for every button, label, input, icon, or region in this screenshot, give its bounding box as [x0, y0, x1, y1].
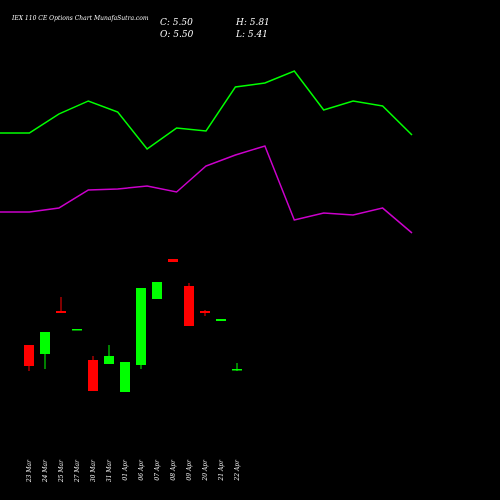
candle-body [232, 369, 242, 371]
high-label: H: 5.81 [235, 18, 270, 28]
candle-body [72, 329, 82, 331]
x-tick-label: 23 Mar [26, 459, 33, 483]
x-tick-label: 24 Mar [42, 459, 49, 483]
x-tick-label: 07 Apr [154, 459, 161, 481]
x-tick-label: 20 Apr [202, 459, 209, 482]
candle-body [184, 286, 194, 326]
close-label: C: 5.50 [160, 18, 193, 28]
x-tick-label: 31 Mar [106, 459, 113, 482]
candle-body [168, 259, 178, 262]
candle-body [104, 356, 114, 364]
candle-body [120, 362, 130, 392]
candle-body [200, 311, 210, 313]
x-tick-label: 01 Apr [122, 459, 129, 481]
candle-body [216, 319, 226, 321]
x-tick-label: 21 Apr [218, 459, 225, 482]
candle-body [56, 311, 66, 313]
candle-body [136, 288, 146, 365]
candle-body [152, 282, 162, 299]
indicator-line [0, 70, 413, 151]
open-label: O: 5.50 [160, 30, 194, 40]
x-tick-label: 06 Apr [138, 459, 145, 481]
x-tick-label: 30 Mar [90, 459, 97, 482]
candle-body [40, 332, 50, 354]
indicator-line [0, 145, 413, 234]
low-label: L: 5.41 [235, 30, 268, 40]
x-tick-label: 08 Apr [170, 459, 177, 481]
x-tick-label: 09 Apr [186, 459, 193, 481]
candle-body [88, 360, 98, 391]
chart-title: IEX 110 CE Options Chart MunafaSutra.com [11, 15, 149, 22]
x-tick-label: 25 Mar [58, 459, 65, 483]
candle-body [24, 345, 34, 366]
x-tick-label: 22 Apr [234, 459, 241, 482]
x-tick-label: 27 Mar [74, 459, 81, 483]
